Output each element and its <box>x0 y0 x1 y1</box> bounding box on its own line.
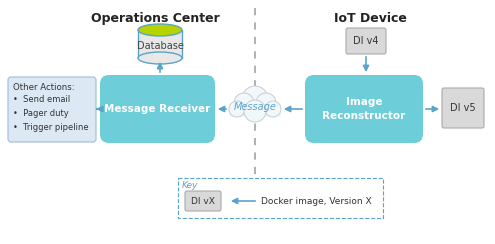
FancyBboxPatch shape <box>185 191 221 211</box>
Text: •  Trigger pipeline: • Trigger pipeline <box>13 123 89 132</box>
FancyBboxPatch shape <box>178 178 383 218</box>
Text: DI v4: DI v4 <box>353 36 379 46</box>
Bar <box>138 30 182 58</box>
Text: Image
Reconstructor: Image Reconstructor <box>322 97 405 121</box>
Text: •  Send email: • Send email <box>13 95 70 104</box>
Ellipse shape <box>138 52 182 64</box>
Text: Docker image, Version X: Docker image, Version X <box>261 196 372 205</box>
Text: Database: Database <box>137 41 184 51</box>
Text: Key: Key <box>182 181 198 190</box>
Text: IoT Device: IoT Device <box>334 12 406 25</box>
Circle shape <box>265 101 281 117</box>
Text: Message Receiver: Message Receiver <box>104 104 211 114</box>
Circle shape <box>256 93 276 113</box>
FancyBboxPatch shape <box>346 28 386 54</box>
Text: Message: Message <box>234 102 276 112</box>
Text: Other Actions:: Other Actions: <box>13 83 75 92</box>
Ellipse shape <box>138 24 182 36</box>
FancyBboxPatch shape <box>8 77 96 142</box>
Text: •  Pager duty: • Pager duty <box>13 109 69 118</box>
Circle shape <box>244 100 266 122</box>
Text: Operations Center: Operations Center <box>91 12 219 25</box>
FancyBboxPatch shape <box>100 75 215 143</box>
Circle shape <box>242 86 268 112</box>
Text: DI vX: DI vX <box>191 196 215 205</box>
Circle shape <box>234 93 254 113</box>
Bar <box>229 105 281 117</box>
FancyBboxPatch shape <box>442 88 484 128</box>
Circle shape <box>229 101 245 117</box>
Text: DI v5: DI v5 <box>450 103 476 113</box>
FancyBboxPatch shape <box>305 75 423 143</box>
